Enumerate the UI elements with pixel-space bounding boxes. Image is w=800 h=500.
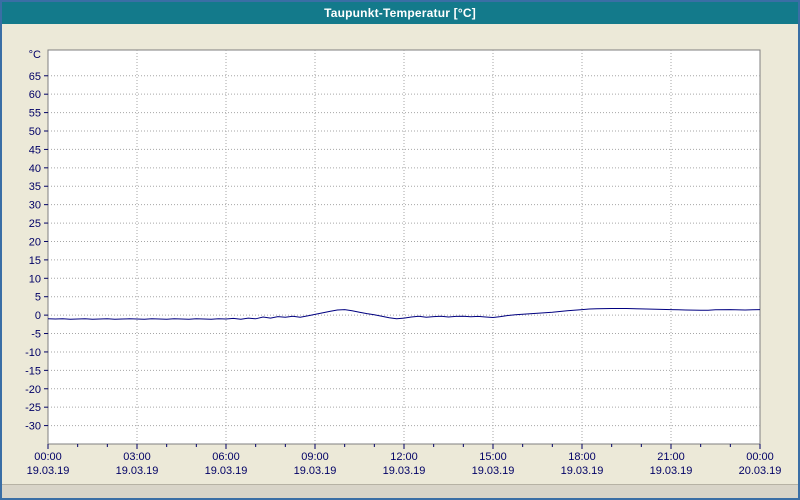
svg-text:19.03.19: 19.03.19 [205, 465, 248, 477]
svg-text:20.03.19: 20.03.19 [739, 465, 782, 477]
svg-text:-5: -5 [31, 329, 41, 341]
window-title: Taupunkt-Temperatur [°C] [324, 6, 476, 20]
svg-text:60: 60 [29, 89, 41, 101]
svg-text:19.03.19: 19.03.19 [27, 465, 70, 477]
svg-text:21:00: 21:00 [657, 451, 685, 463]
svg-text:-15: -15 [25, 365, 41, 377]
svg-text:-10: -10 [25, 347, 41, 359]
svg-text:-20: -20 [25, 384, 41, 396]
svg-text:15: 15 [29, 255, 41, 267]
svg-text:15:00: 15:00 [479, 451, 507, 463]
svg-text:0: 0 [35, 310, 41, 322]
svg-text:65: 65 [29, 71, 41, 83]
svg-text:-30: -30 [25, 421, 41, 433]
svg-text:20: 20 [29, 236, 41, 248]
svg-text:50: 50 [29, 126, 41, 138]
svg-text:09:00: 09:00 [301, 451, 329, 463]
svg-text:-25: -25 [25, 402, 41, 414]
horizontal-scrollbar[interactable] [2, 484, 798, 498]
svg-text:19.03.19: 19.03.19 [116, 465, 159, 477]
svg-text:03:00: 03:00 [123, 451, 151, 463]
svg-text:30: 30 [29, 200, 41, 212]
svg-text:40: 40 [29, 163, 41, 175]
svg-text:35: 35 [29, 181, 41, 193]
svg-text:19.03.19: 19.03.19 [383, 465, 426, 477]
svg-text:5: 5 [35, 292, 41, 304]
chart-area: 65 60 55 50 45 40 35 30 25 20 15 10 5 0 -5 -10 -15 -20 -25… [2, 24, 798, 484]
svg-text:00:00: 00:00 [746, 451, 774, 463]
svg-text:55: 55 [29, 108, 41, 120]
svg-text:06:00: 06:00 [212, 451, 240, 463]
svg-text:25: 25 [29, 218, 41, 230]
svg-text:19.03.19: 19.03.19 [472, 465, 515, 477]
svg-text:10: 10 [29, 273, 41, 285]
svg-text:19.03.19: 19.03.19 [650, 465, 693, 477]
svg-text:12:00: 12:00 [390, 451, 418, 463]
svg-text:19.03.19: 19.03.19 [294, 465, 337, 477]
svg-text:°C: °C [29, 49, 41, 61]
window-titlebar: Taupunkt-Temperatur [°C] [2, 2, 798, 24]
svg-text:19.03.19: 19.03.19 [561, 465, 604, 477]
svg-text:18:00: 18:00 [568, 451, 596, 463]
svg-text:45: 45 [29, 144, 41, 156]
chart-canvas: 65605550454035302520151050-5-10-15-20-25… [25, 49, 782, 477]
svg-text:00:00: 00:00 [34, 451, 62, 463]
